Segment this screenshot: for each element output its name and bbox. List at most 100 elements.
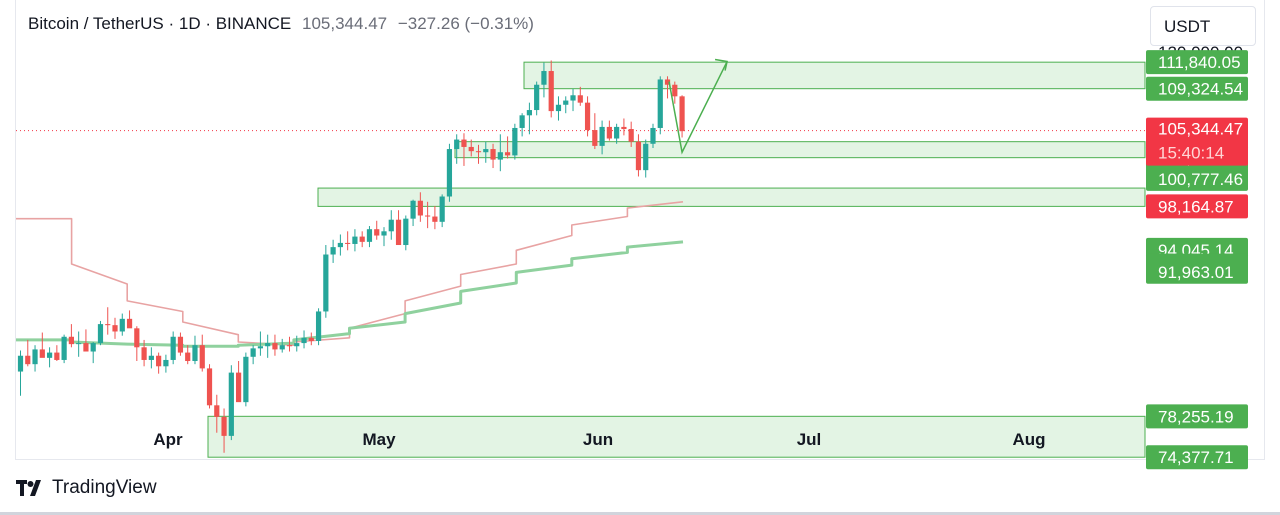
candle-body[interactable]: [439, 196, 445, 222]
candle-body[interactable]: [286, 345, 293, 347]
candle-body[interactable]: [301, 337, 307, 344]
support-resistance-zone[interactable]: [523, 61, 1146, 90]
candle-body[interactable]: [148, 355, 154, 360]
tradingview-branding[interactable]: TradingView: [14, 476, 157, 500]
currency-button[interactable]: USDT: [1150, 6, 1256, 46]
support-resistance-zone[interactable]: [454, 141, 1146, 159]
candle-body[interactable]: [374, 229, 380, 236]
candle-body[interactable]: [177, 336, 184, 353]
candle-body[interactable]: [664, 79, 671, 85]
candle-body[interactable]: [526, 110, 532, 116]
candle-body[interactable]: [112, 325, 118, 332]
candle-body[interactable]: [279, 345, 285, 350]
candle-body[interactable]: [381, 231, 387, 236]
moving-average-line-red[interactable]: [16, 201, 684, 347]
candle-body[interactable]: [352, 236, 358, 244]
candle-body[interactable]: [32, 349, 38, 365]
projection-arrow[interactable]: [668, 61, 728, 155]
candle-body[interactable]: [410, 200, 416, 219]
candle-body[interactable]: [563, 100, 569, 105]
candle-body[interactable]: [446, 149, 453, 197]
candle-body[interactable]: [519, 115, 525, 128]
candle-body[interactable]: [345, 242, 351, 244]
candle-body[interactable]: [643, 143, 649, 171]
candle-body[interactable]: [497, 152, 503, 160]
candle-body[interactable]: [483, 149, 489, 153]
candle-body[interactable]: [265, 343, 271, 347]
candle-body[interactable]: [323, 254, 329, 312]
symbol-title[interactable]: Bitcoin / TetherUS · 1D · BINANCE: [28, 14, 292, 33]
candle-body[interactable]: [512, 127, 518, 156]
candle-body[interactable]: [606, 126, 612, 139]
candle-body[interactable]: [592, 130, 598, 146]
candle-body[interactable]: [170, 336, 176, 360]
candle-body[interactable]: [257, 346, 264, 349]
candle-body[interactable]: [417, 200, 423, 216]
candle-body[interactable]: [46, 352, 53, 358]
candle-body[interactable]: [337, 242, 343, 248]
candle-body[interactable]: [221, 416, 227, 436]
candle-body[interactable]: [163, 359, 169, 367]
candle-body[interactable]: [635, 141, 642, 171]
candle-body[interactable]: [475, 151, 482, 153]
candle-body[interactable]: [61, 336, 67, 360]
candle-body[interactable]: [628, 129, 634, 142]
candle-body[interactable]: [206, 368, 213, 406]
candle-body[interactable]: [192, 345, 198, 362]
support-resistance-zone[interactable]: [317, 187, 1146, 207]
candle-body[interactable]: [25, 355, 31, 365]
candle-body[interactable]: [359, 236, 365, 242]
candle-body[interactable]: [599, 126, 605, 146]
candle-body[interactable]: [577, 95, 583, 103]
candle-body[interactable]: [504, 152, 511, 156]
candle-body[interactable]: [461, 139, 467, 147]
candle-body[interactable]: [541, 71, 547, 85]
candle-body[interactable]: [90, 343, 96, 352]
candle-body[interactable]: [425, 215, 431, 217]
moving-average-line-green[interactable]: [16, 240, 684, 348]
candle-body[interactable]: [454, 139, 460, 150]
candle-body[interactable]: [366, 229, 373, 242]
candle-body[interactable]: [134, 328, 140, 348]
candle-body[interactable]: [250, 348, 256, 357]
candle-body[interactable]: [315, 311, 322, 341]
candle-body[interactable]: [330, 247, 336, 255]
candle-body[interactable]: [308, 337, 314, 341]
candle-body[interactable]: [236, 372, 242, 403]
candle-body[interactable]: [199, 345, 205, 369]
candle-body[interactable]: [17, 355, 24, 372]
candle-body[interactable]: [97, 324, 104, 344]
candle-body[interactable]: [54, 352, 60, 360]
candle-body[interactable]: [679, 96, 685, 132]
candle-body[interactable]: [534, 84, 540, 111]
candle-body[interactable]: [39, 349, 45, 358]
candle-body[interactable]: [105, 324, 111, 326]
candle-body[interactable]: [156, 355, 162, 367]
candle-body[interactable]: [214, 405, 220, 417]
candle-body[interactable]: [68, 336, 74, 345]
candle-body[interactable]: [490, 149, 496, 160]
candle-body[interactable]: [584, 102, 591, 131]
candle-body[interactable]: [672, 84, 678, 97]
candle-body[interactable]: [621, 126, 627, 130]
candle-body[interactable]: [294, 343, 300, 347]
candle-body[interactable]: [126, 318, 133, 329]
candle-body[interactable]: [570, 95, 576, 101]
candle-body[interactable]: [548, 71, 554, 112]
candle-body[interactable]: [243, 356, 249, 403]
candle-body[interactable]: [76, 343, 82, 345]
candle-body[interactable]: [555, 104, 562, 112]
candle-body[interactable]: [141, 347, 147, 360]
candle-body[interactable]: [650, 127, 656, 144]
candle-body[interactable]: [403, 218, 409, 246]
candle-body[interactable]: [119, 318, 125, 332]
candle-body[interactable]: [468, 146, 474, 152]
candle-body[interactable]: [657, 79, 663, 128]
candle-body[interactable]: [432, 216, 438, 222]
candle-body[interactable]: [395, 219, 402, 246]
candle-body[interactable]: [185, 352, 191, 362]
candle-body[interactable]: [228, 372, 234, 436]
candle-body[interactable]: [272, 343, 278, 350]
candle-body[interactable]: [614, 126, 620, 139]
